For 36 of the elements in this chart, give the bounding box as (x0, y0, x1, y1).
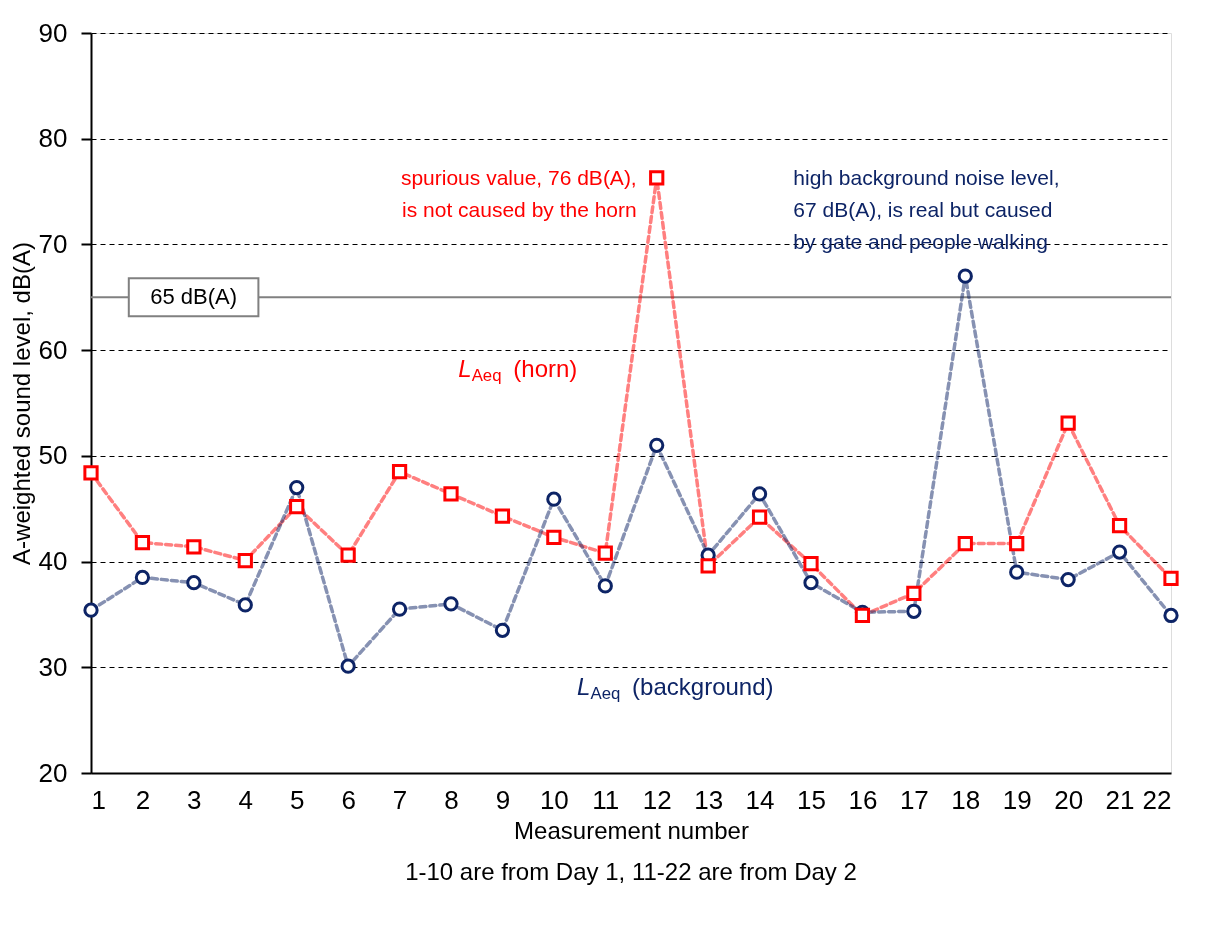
annotation: high background noise level, 67 dB(A), is real but caused by gate and people walking (793, 166, 1060, 254)
x-tick-label: 8 (444, 784, 459, 815)
x-tick-label: 11 (592, 784, 620, 815)
x-tick-label: 10 (539, 784, 569, 815)
x-tick-label: 9 (495, 784, 511, 815)
y-tick-label: 80 (38, 123, 68, 154)
x-tick-label: 12 (642, 784, 672, 815)
x-tick-label: 21 (1105, 784, 1135, 815)
x-tick-label: 14 (745, 784, 775, 815)
y-tick-label: 30 (38, 651, 68, 682)
x-tick-label: 3 (187, 784, 202, 815)
x-tick-label: 16 (848, 784, 878, 815)
x-tick-label: 20 (1054, 784, 1084, 815)
annotation: spurious value, 76 dB(A), is not caused by the horn (400, 165, 637, 221)
x-tick-label: 19 (1002, 784, 1032, 815)
y-tick-label: 50 (38, 440, 68, 471)
y-tick-label: 70 (38, 228, 68, 259)
x-tick-label: 13 (694, 784, 724, 815)
y-axis-title: A-weighted sound level, dB(A) (7, 242, 35, 565)
x-tick-label: 22 (1142, 784, 1172, 815)
y-tick-label: 60 (38, 334, 68, 365)
x-tick-label: 15 (797, 784, 826, 815)
x-tick-label: 5 (289, 784, 305, 815)
x-tick-label: 18 (951, 784, 981, 815)
x-tick-label: 7 (392, 784, 408, 815)
text: 1-10 are from Day 1, 11-22 are from Day 2 (405, 858, 857, 885)
x-tick-label: 2 (135, 784, 151, 815)
x-tick-label: 4 (238, 784, 254, 815)
x-tick-label: 1 (91, 784, 106, 815)
y-tick-label: 90 (38, 17, 68, 48)
y-tick-label: 20 (38, 757, 68, 788)
ref-line-label: 65 dB(A) (150, 284, 238, 310)
x-tick-label: 6 (341, 784, 356, 815)
x-tick-label: 17 (899, 784, 929, 815)
x-axis-title: Measurement number (514, 816, 749, 844)
y-tick-label: 40 (38, 546, 68, 577)
